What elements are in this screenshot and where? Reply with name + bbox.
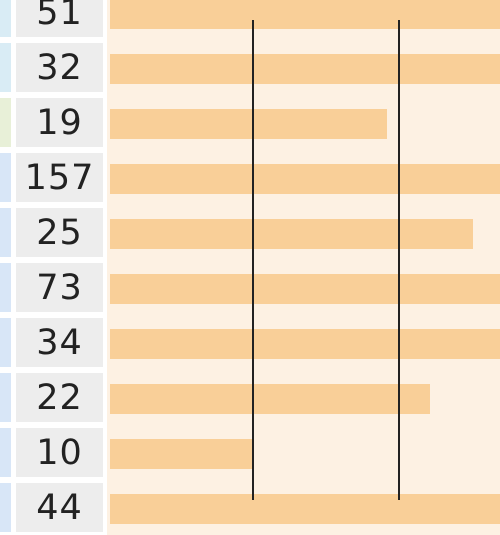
table-row: 34	[0, 315, 500, 370]
row-count-cell: 73	[16, 263, 103, 312]
row-bar-cell	[107, 40, 500, 95]
row-bar-cell	[107, 260, 500, 315]
row-count-cell: 34	[16, 318, 103, 367]
row-category-strip	[0, 428, 11, 477]
table-row: 19	[0, 95, 500, 150]
row-count-cell: 157	[16, 153, 103, 202]
table-row: 25	[0, 205, 500, 260]
row-bar-cell	[107, 0, 500, 40]
row-category-strip	[0, 43, 11, 92]
row-bar	[110, 164, 500, 194]
row-bar-cell	[107, 95, 500, 150]
row-category-strip	[0, 318, 11, 367]
row-count-cell: 19	[16, 98, 103, 147]
row-bar-cell	[107, 480, 500, 535]
row-category-strip	[0, 208, 11, 257]
row-bar-cell	[107, 205, 500, 260]
row-bar-cell	[107, 370, 500, 425]
row-category-strip	[0, 153, 11, 202]
row-bar	[110, 329, 500, 359]
row-bar	[110, 54, 500, 84]
row-count-cell: 22	[16, 373, 103, 422]
row-category-strip	[0, 0, 11, 37]
table-row: 157	[0, 150, 500, 205]
row-count-cell: 10	[16, 428, 103, 477]
table-row: 44	[0, 480, 500, 535]
row-count-cell: 25	[16, 208, 103, 257]
row-category-strip	[0, 263, 11, 312]
row-bar	[110, 0, 500, 29]
row-count-cell: 51	[16, 0, 103, 37]
row-bar-cell	[107, 150, 500, 205]
grid-line-1	[252, 20, 254, 500]
table-row: 22	[0, 370, 500, 425]
row-category-strip	[0, 373, 11, 422]
row-bar	[110, 219, 473, 249]
table-row: 32	[0, 40, 500, 95]
row-bar	[110, 494, 500, 524]
row-category-strip	[0, 483, 11, 532]
row-category-strip	[0, 98, 11, 147]
row-bar-cell	[107, 425, 500, 480]
row-bar	[110, 439, 254, 469]
row-bar-cell	[107, 315, 500, 370]
table-row: 73	[0, 260, 500, 315]
row-bar	[110, 274, 500, 304]
row-count-cell: 44	[16, 483, 103, 532]
row-count-cell: 32	[16, 43, 103, 92]
row-bar	[110, 384, 430, 414]
table-row: 51	[0, 0, 500, 40]
row-bar	[110, 109, 387, 139]
grid-line-2	[398, 20, 400, 500]
table-row: 10	[0, 425, 500, 480]
